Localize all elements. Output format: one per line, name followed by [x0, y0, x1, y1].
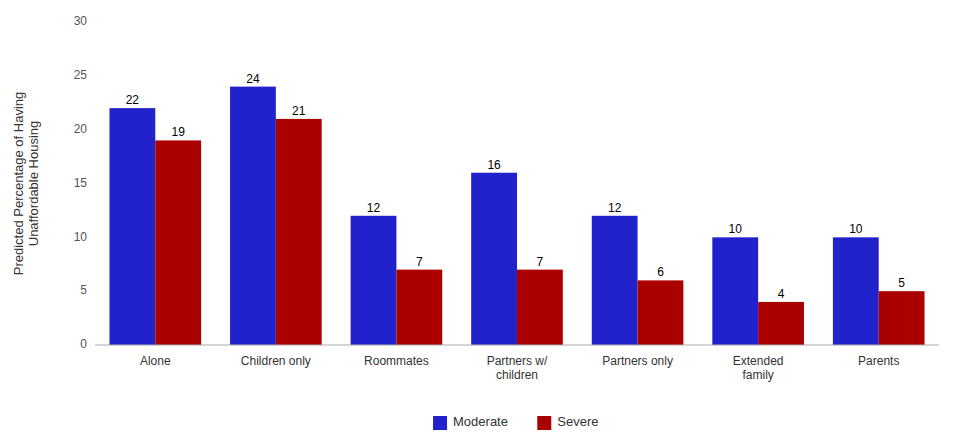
bar	[517, 270, 563, 345]
x-tick-label: Partners w/children	[487, 354, 548, 382]
x-tick-label: Roommates	[364, 354, 429, 368]
x-tick-label: Extendedfamily	[733, 354, 784, 382]
y-tick-label: 25	[74, 68, 88, 82]
y-tick-label: 5	[80, 283, 87, 297]
bar	[758, 302, 804, 345]
data-label: 19	[172, 125, 186, 139]
bar	[471, 173, 517, 345]
data-label: 12	[608, 201, 622, 215]
legend-swatch	[433, 416, 447, 430]
bar	[276, 119, 322, 345]
y-tick-label: 15	[74, 176, 88, 190]
data-label: 10	[849, 222, 863, 236]
x-axis: Alone Children only Roommates Partners w/ch…	[140, 354, 899, 382]
y-tick-label: 0	[80, 337, 87, 351]
bar	[712, 237, 758, 345]
bar	[592, 216, 638, 345]
data-label: 5	[898, 276, 905, 290]
x-tick-label: Partners only	[602, 354, 673, 368]
chart: 0 5 10 15 20 25 30 Predicted Percentage of Havi…	[0, 0, 959, 445]
data-label: 7	[416, 255, 423, 269]
x-tick-label: Alone	[140, 354, 171, 368]
y-axis: 0 5 10 15 20 25 30	[74, 14, 88, 351]
y-tick-label: 10	[74, 230, 88, 244]
bar	[396, 270, 442, 345]
data-label: 24	[246, 72, 260, 86]
data-label: 21	[292, 104, 306, 118]
bar	[638, 280, 684, 345]
data-label: 6	[657, 265, 664, 279]
data-labels: 22 24 12 16 12 10 10 19 21 7 7 6 4 5	[126, 72, 906, 301]
data-label: 10	[729, 222, 743, 236]
x-tick-label: Children only	[241, 354, 311, 368]
y-tick-label: 30	[74, 14, 88, 28]
bar	[833, 237, 879, 345]
legend-label: Severe	[557, 414, 598, 429]
bar	[155, 140, 201, 345]
bar	[230, 87, 276, 345]
legend: Moderate Severe	[433, 414, 598, 430]
y-tick-label: 20	[74, 122, 88, 136]
x-tick-label: Parents	[858, 354, 899, 368]
data-label: 16	[487, 158, 501, 172]
data-label: 4	[778, 287, 785, 301]
bar	[109, 108, 155, 345]
data-label: 7	[537, 255, 544, 269]
bars	[109, 87, 924, 345]
chart-container: 0 5 10 15 20 25 30 Predicted Percentage of Havi…	[0, 0, 959, 445]
legend-label: Moderate	[453, 414, 508, 429]
data-label: 12	[367, 201, 381, 215]
bar	[351, 216, 397, 345]
x-axis-line	[95, 345, 939, 346]
data-label: 22	[126, 93, 140, 107]
y-axis-label: Predicted Percentage of HavingUnaffordab…	[11, 92, 41, 276]
legend-swatch	[537, 416, 551, 430]
bar	[879, 291, 925, 345]
